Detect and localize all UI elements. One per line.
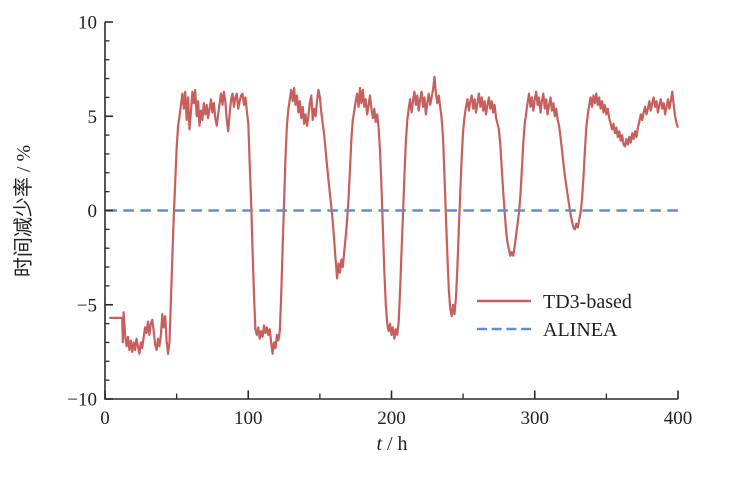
legend: TD3-based ALINEA xyxy=(477,291,632,341)
series-layer xyxy=(106,75,680,355)
series-TD3-based xyxy=(109,75,680,355)
y-tick-label: 0 xyxy=(88,201,98,222)
y-tick-label: −5 xyxy=(77,295,97,316)
x-tick-label: 400 xyxy=(664,408,693,429)
x-tick-label: 0 xyxy=(100,408,110,429)
legend-label-alinea: ALINEA xyxy=(543,319,618,341)
x-axis-label-unit: / h xyxy=(382,433,408,455)
x-axis-label: t / h xyxy=(376,433,407,455)
x-axis-label-symbol: t xyxy=(376,433,382,455)
y-tick-label: 5 xyxy=(88,107,98,128)
x-tick-label: 200 xyxy=(377,408,406,429)
y-tick-label: −10 xyxy=(67,390,97,411)
x-axis: 0 100 200 300 400 xyxy=(100,390,693,429)
legend-label-td3: TD3-based xyxy=(543,291,632,313)
x-tick-label: 300 xyxy=(521,408,550,429)
y-axis: −10 −5 0 5 10 xyxy=(67,13,113,411)
y-tick-label: 10 xyxy=(78,13,97,34)
y-axis-label: 时间减少率 / % xyxy=(12,145,35,277)
x-tick-label: 100 xyxy=(234,408,263,429)
